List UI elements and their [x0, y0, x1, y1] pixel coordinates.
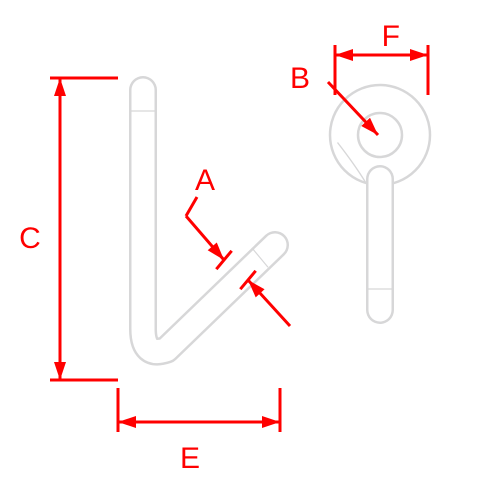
arrowhead — [410, 49, 428, 61]
label-F: F — [382, 20, 400, 53]
label-E: E — [180, 442, 200, 475]
arrowhead — [262, 416, 280, 428]
label-A: A — [195, 164, 215, 197]
arrowhead — [118, 416, 136, 428]
arrowhead — [54, 362, 66, 380]
dim-line — [186, 197, 197, 216]
label-B: B — [290, 62, 310, 95]
arrowhead — [335, 49, 353, 61]
label-C: C — [19, 222, 41, 255]
arrowhead — [54, 78, 66, 96]
